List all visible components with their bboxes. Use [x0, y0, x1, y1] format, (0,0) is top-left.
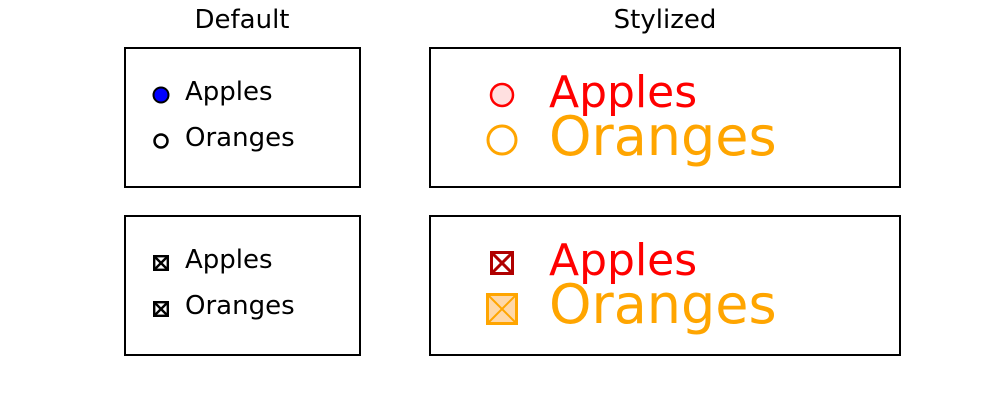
default-checkbox-group: Apples Oranges [124, 215, 361, 356]
stylized-radio-option-oranges[interactable]: Oranges [431, 105, 899, 171]
stylized-checkbox-option-apples[interactable]: Apples [431, 235, 899, 289]
default-radio-group: Apples Oranges [124, 47, 361, 188]
checkbox-option-oranges[interactable]: Oranges [126, 285, 359, 331]
radio-label-oranges: Oranges [185, 123, 295, 153]
default-column-title: Default [194, 5, 290, 35]
stylized-radio-label-apples: Apples [549, 67, 698, 118]
stylized-column-title: Stylized [613, 5, 717, 35]
radio-option-apples[interactable]: Apples [126, 71, 359, 117]
stylized-checkbox-group: Apples Oranges [429, 215, 901, 356]
radio-selected-icon[interactable] [152, 86, 170, 104]
checkbox-checked-icon[interactable] [486, 293, 518, 325]
radio-option-oranges[interactable]: Oranges [126, 117, 359, 163]
radio-label-apples: Apples [185, 77, 273, 107]
radio-unselected-icon[interactable] [485, 123, 519, 157]
stylized-radio-group: Apples Oranges [429, 47, 901, 188]
checkbox-checked-icon[interactable] [490, 251, 514, 275]
radio-unselected-icon[interactable] [152, 132, 170, 150]
radio-unselected-icon[interactable] [488, 81, 516, 109]
stylized-checkbox-option-oranges[interactable]: Oranges [431, 273, 899, 339]
checkbox-checked-icon[interactable] [153, 255, 169, 271]
checkbox-label-apples: Apples [185, 245, 273, 275]
stylized-checkbox-label-oranges: Oranges [549, 273, 777, 336]
stylized-radio-option-apples[interactable]: Apples [431, 67, 899, 121]
stylized-checkbox-label-apples: Apples [549, 235, 698, 286]
checkbox-checked-icon[interactable] [153, 301, 169, 317]
checkbox-label-oranges: Oranges [185, 291, 295, 321]
checkbox-option-apples[interactable]: Apples [126, 239, 359, 285]
stylized-radio-label-oranges: Oranges [549, 105, 777, 168]
